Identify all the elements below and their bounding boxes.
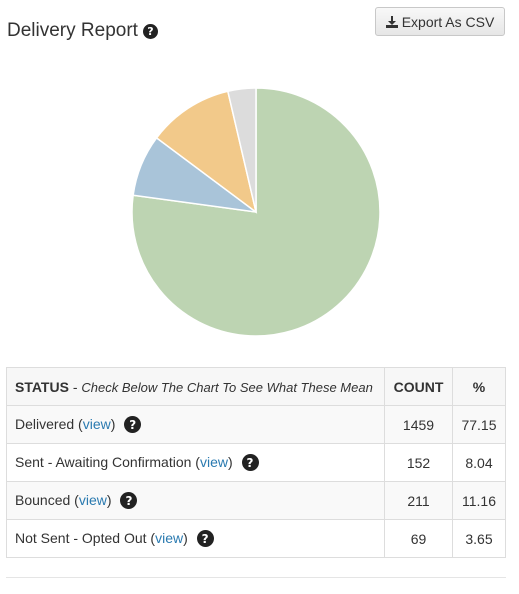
export-csv-button[interactable]: Export As CSV: [375, 7, 505, 36]
view-link[interactable]: view: [199, 453, 228, 470]
table-row: Sent - Awaiting Confirmation (view) ? 15…: [6, 443, 507, 482]
percent-cell: 8.04: [451, 443, 507, 482]
status-label: Bounced: [15, 491, 71, 508]
status-label: Not Sent - Opted Out: [15, 529, 147, 546]
status-cell: Delivered (view) ?: [6, 405, 385, 444]
page-title-area: Delivery Report ?: [7, 20, 158, 42]
count-cell: 69: [384, 519, 453, 558]
status-cell: Sent - Awaiting Confirmation (view) ?: [6, 443, 385, 482]
count-cell: 152: [384, 443, 453, 482]
table-row: Delivered (view) ? 1459 77.15: [6, 405, 507, 444]
question-circle-icon[interactable]: ?: [120, 492, 138, 510]
question-circle-icon[interactable]: ?: [241, 454, 259, 472]
view-link[interactable]: view: [78, 491, 107, 508]
pie-slice-not-sent-opted-out[interactable]: [226, 87, 257, 213]
percent-cell: 77.15: [451, 405, 507, 444]
download-icon: [385, 15, 398, 28]
view-link[interactable]: view: [155, 529, 184, 546]
page-title: Delivery Report: [7, 20, 138, 41]
status-header-label: STATUS: [15, 378, 69, 395]
pie-svg: [131, 87, 381, 337]
percent-cell: 3.65: [451, 519, 507, 558]
status-cell: Not Sent - Opted Out (view) ?: [6, 519, 385, 558]
count-cell: 1459: [384, 405, 453, 444]
count-column-header: COUNT: [384, 367, 453, 406]
table-header-row: STATUS - Check Below The Chart To See Wh…: [6, 367, 507, 406]
status-column-header: STATUS - Check Below The Chart To See Wh…: [6, 367, 385, 406]
question-circle-icon[interactable]: ?: [142, 23, 158, 39]
question-circle-icon[interactable]: ?: [124, 416, 142, 434]
status-label: Sent - Awaiting Confirmation: [15, 453, 192, 470]
pie-slice-bounced[interactable]: [155, 90, 258, 214]
percent-cell: 11.16: [451, 481, 507, 520]
status-header-dash: -: [72, 378, 82, 395]
table-row: Not Sent - Opted Out (view) ? 69 3.65: [6, 519, 507, 558]
count-cell: 211: [384, 481, 453, 520]
export-csv-label: Export As CSV: [401, 13, 495, 30]
view-link[interactable]: view: [82, 415, 111, 432]
table-row: Bounced (view) ? 211 11.16: [6, 481, 507, 520]
status-label: Delivered: [15, 415, 75, 432]
percent-column-header: %: [451, 367, 507, 406]
delivery-table: STATUS - Check Below The Chart To See Wh…: [6, 367, 507, 558]
divider: [6, 577, 506, 578]
status-cell: Bounced (view) ?: [6, 481, 385, 520]
question-circle-icon[interactable]: ?: [196, 530, 214, 548]
delivery-pie-chart: [130, 86, 382, 338]
status-header-note: Check Below The Chart To See What These …: [81, 379, 373, 395]
